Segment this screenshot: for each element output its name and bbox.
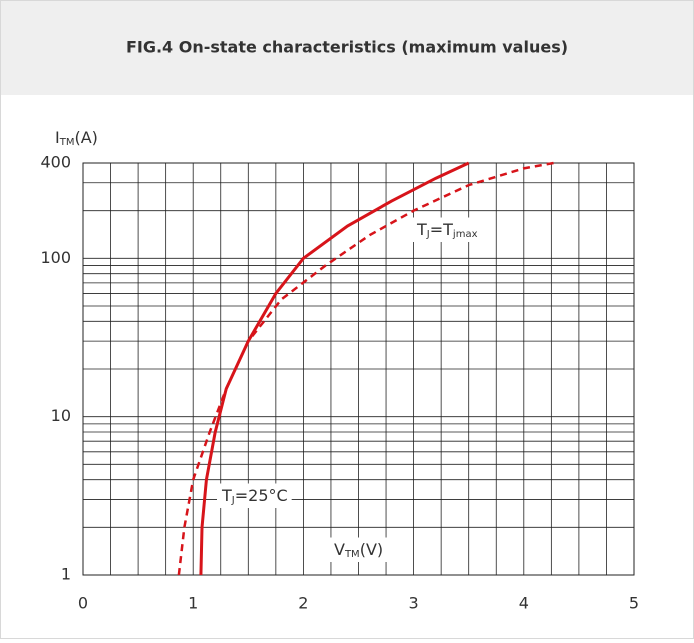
text-part: =T xyxy=(430,220,453,239)
plot-frame xyxy=(82,162,635,576)
x-tick-label: 4 xyxy=(519,594,529,613)
x-tick-label: 2 xyxy=(298,594,308,613)
series-label-bg xyxy=(217,483,292,508)
series-label: TJ=25°C xyxy=(217,483,292,508)
y-tick-label: 1 xyxy=(61,565,71,584)
subscript: jmax xyxy=(452,229,478,240)
text-part: T xyxy=(416,220,427,239)
x-tick-label: 5 xyxy=(629,594,639,613)
series-line xyxy=(199,161,470,576)
y-axis-label: ITM(A) xyxy=(55,128,98,149)
text-part: T xyxy=(221,486,232,505)
series-label-text: TJ=Tjmax xyxy=(416,220,478,241)
header xyxy=(1,1,693,95)
subscript: J xyxy=(231,495,235,506)
y-axis-label-text: ITM(A) xyxy=(55,128,98,149)
series-label: TJ=Tjmax xyxy=(412,217,482,242)
subscript: J xyxy=(426,229,430,240)
x-axis-label: VTM(V) xyxy=(330,537,388,562)
x-axis-label-bg xyxy=(330,537,388,562)
y-tick-label: 100 xyxy=(40,248,71,267)
x-tick-label: 0 xyxy=(78,594,88,613)
series-line xyxy=(177,161,554,576)
text-part: (V) xyxy=(360,540,383,559)
text-part: I xyxy=(55,128,60,147)
series-label-text: TJ=25°C xyxy=(221,486,288,507)
subscript: TM xyxy=(59,137,75,148)
x-axis-label-text: VTM(V) xyxy=(334,540,383,561)
series-label-bg xyxy=(412,217,482,242)
subscript: TM xyxy=(344,549,360,560)
text-part: V xyxy=(334,540,345,559)
x-tick-label: 3 xyxy=(409,594,419,613)
y-tick-label: 400 xyxy=(40,153,71,172)
text-part: (A) xyxy=(74,128,97,147)
x-tick-label: 1 xyxy=(188,594,198,613)
y-tick-label: 10 xyxy=(51,406,71,425)
chart-title: FIG.4 On-state characteristics (maximum … xyxy=(126,38,568,57)
text-part: =25°C xyxy=(235,486,288,505)
